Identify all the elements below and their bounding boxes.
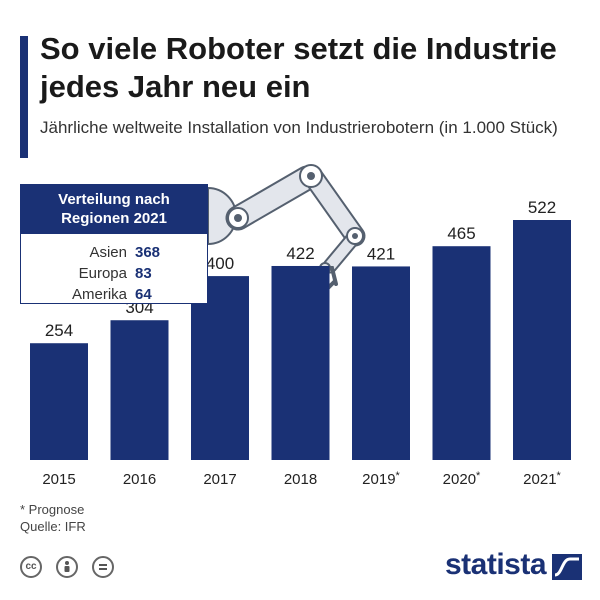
chart-title: So viele Roboter setzt die Industrie jed…: [40, 31, 557, 104]
title-accent-bar: [20, 36, 28, 158]
bar-2020*: [432, 246, 491, 460]
bar-2015: [30, 343, 88, 460]
cc-icon[interactable]: cc: [20, 556, 42, 578]
prognosis-footnote: * Prognose: [20, 502, 85, 517]
bar-value-label: 421: [367, 244, 395, 263]
equals-noderivs-icon[interactable]: [92, 556, 114, 578]
region-row: Asien 368: [21, 242, 160, 263]
region-name: Amerika: [71, 286, 127, 303]
source-note: Quelle: IFR: [20, 519, 86, 534]
bar-value-label: 522: [528, 198, 556, 217]
x-tick-label: 2020*: [443, 470, 481, 488]
x-tick-label: 2016: [123, 471, 156, 488]
statista-logo[interactable]: statista: [445, 548, 547, 581]
bar-value-label: 422: [286, 244, 314, 263]
x-tick-label: 2018: [284, 471, 317, 488]
statista-logo-mark-icon: [552, 554, 582, 580]
region-value: 368: [135, 244, 161, 261]
region-value: 83: [135, 265, 152, 282]
robot-arm-illustration: [207, 164, 366, 290]
x-tick-label: 2017: [203, 471, 236, 488]
bar-2019*: [352, 266, 410, 460]
x-tick-label: 2021*: [523, 470, 561, 488]
bar-2021*: [513, 220, 571, 460]
bar-2016: [110, 320, 169, 460]
region-value: 64: [135, 286, 152, 303]
bar-2017: [191, 276, 249, 460]
bar-value-label: 254: [45, 321, 73, 340]
person-attribution-icon[interactable]: [56, 556, 78, 578]
region-distribution-box: Verteilung nach Regionen 2021 Asien 368 …: [20, 184, 208, 304]
region-name: Asien: [89, 244, 127, 261]
region-row: Amerika 64: [21, 284, 160, 305]
region-name: Europa: [78, 265, 127, 282]
bar-2018: [271, 265, 330, 460]
region-row: Europa 83: [21, 263, 160, 284]
region-table: Asien 368 Europa 83 Amerika 64: [21, 242, 160, 305]
bar-value-label: 400: [206, 254, 234, 273]
x-tick-label: 2015: [42, 471, 75, 488]
chart-subtitle: Jährliche weltweite Installation von Ind…: [40, 118, 558, 137]
x-tick-label: 2019*: [362, 470, 400, 488]
bar-value-label: 465: [447, 224, 475, 243]
region-box-heading: Verteilung nach Regionen 2021: [21, 185, 207, 234]
